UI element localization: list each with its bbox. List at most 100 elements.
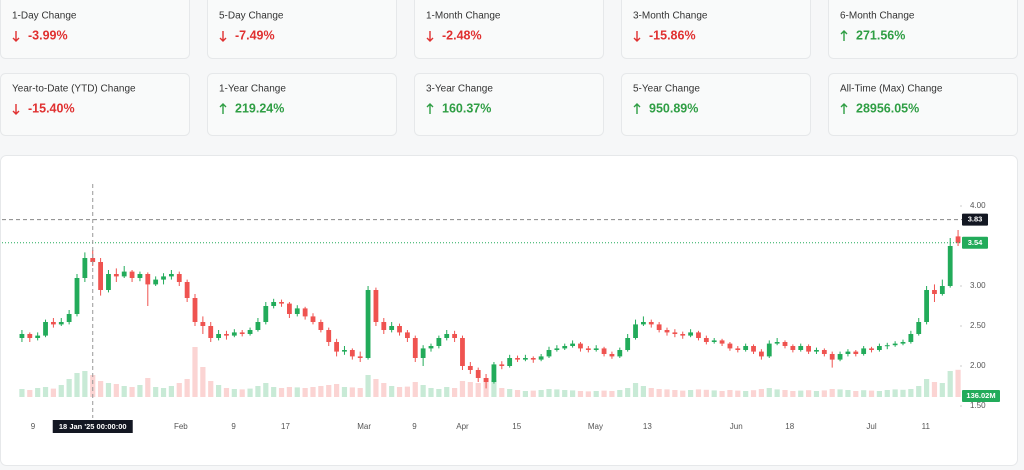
candle-body bbox=[255, 322, 261, 330]
volume-bar bbox=[223, 388, 230, 397]
candle-body bbox=[790, 346, 796, 350]
volume-bar bbox=[153, 387, 159, 397]
direction-arrow bbox=[12, 104, 20, 115]
candle-body bbox=[806, 346, 811, 352]
candle-body bbox=[515, 358, 520, 360]
volume-bar bbox=[255, 386, 261, 397]
volume-bar bbox=[577, 391, 584, 397]
candle-body bbox=[955, 236, 961, 243]
candle-body bbox=[318, 322, 324, 330]
candle-body bbox=[373, 290, 379, 322]
candle-body bbox=[184, 282, 190, 298]
volume-bar bbox=[632, 383, 639, 397]
candle-body bbox=[641, 322, 646, 325]
card-value: 950.89% bbox=[649, 101, 698, 115]
candle-body bbox=[609, 354, 615, 357]
card-value: -7.49% bbox=[235, 28, 275, 42]
card-label: All-Time (Max) Change bbox=[840, 84, 943, 95]
candle-body bbox=[672, 332, 678, 334]
card-value: 271.56% bbox=[856, 28, 905, 42]
volume-bar bbox=[436, 389, 442, 397]
volume-bar bbox=[98, 381, 104, 397]
volume-bar bbox=[357, 388, 363, 397]
card bbox=[0, 0, 190, 59]
candle-body bbox=[727, 343, 733, 349]
price-tag-label: 3.83 bbox=[968, 215, 983, 224]
candle-body bbox=[302, 308, 308, 317]
volume-tag-label: 136.02M bbox=[966, 391, 995, 400]
candle-body bbox=[279, 302, 284, 304]
volume-bar bbox=[404, 386, 410, 397]
volume-bar bbox=[27, 390, 33, 397]
volume-bar bbox=[680, 390, 686, 397]
volume-bar bbox=[845, 390, 851, 397]
volume-bar bbox=[216, 385, 222, 397]
direction-arrow bbox=[633, 103, 641, 114]
candle-body bbox=[58, 322, 64, 325]
x-tick-label: Jun bbox=[730, 422, 743, 431]
volume-bar bbox=[208, 381, 214, 397]
card-value: -2.48% bbox=[442, 28, 482, 42]
candle-body bbox=[507, 358, 513, 366]
volume-bar bbox=[617, 390, 623, 397]
candle-body bbox=[798, 346, 804, 350]
candle-body bbox=[869, 348, 874, 350]
volume-bar bbox=[310, 387, 316, 397]
volume-bar bbox=[601, 390, 607, 397]
volume-bar bbox=[82, 371, 88, 397]
card-value: 28956.05% bbox=[856, 101, 919, 115]
volume-bar bbox=[554, 389, 560, 397]
volume-bar bbox=[459, 381, 466, 397]
volume-bar bbox=[625, 388, 631, 397]
candle-body bbox=[688, 332, 693, 336]
card-label: 5-Day Change bbox=[219, 11, 284, 22]
volume-bar bbox=[695, 389, 702, 397]
direction-arrow bbox=[840, 103, 848, 114]
volume-bar bbox=[428, 388, 434, 397]
volume-bar bbox=[286, 387, 292, 397]
candle-body bbox=[43, 322, 48, 336]
direction-arrow bbox=[12, 31, 20, 42]
candle-body bbox=[932, 290, 937, 294]
candle-body bbox=[861, 348, 867, 354]
volume-bar bbox=[105, 383, 112, 397]
volume-bar bbox=[837, 389, 843, 397]
volume-bar bbox=[507, 389, 513, 397]
volume-bar bbox=[892, 389, 898, 397]
candle-body bbox=[475, 370, 481, 378]
volume-bar bbox=[609, 391, 615, 397]
candle-body bbox=[412, 338, 418, 358]
candle-body bbox=[381, 322, 387, 330]
volume-bar bbox=[239, 389, 245, 397]
volume-bar bbox=[334, 384, 340, 397]
card-label: 1-Year Change bbox=[219, 84, 286, 95]
candle-body bbox=[656, 324, 662, 330]
volume-bar bbox=[381, 383, 387, 397]
candle-body bbox=[444, 334, 450, 338]
candle-body bbox=[247, 330, 253, 334]
x-tick-label: Feb bbox=[174, 422, 188, 431]
crosshair-tag bbox=[52, 420, 133, 433]
candle-body bbox=[397, 326, 402, 333]
y-tick-label: 3.00 bbox=[970, 281, 986, 290]
volume-bar bbox=[412, 382, 418, 397]
volume-bar bbox=[326, 385, 332, 397]
card-label: 1-Month Change bbox=[426, 11, 501, 22]
candle-body bbox=[137, 274, 143, 278]
candle-body bbox=[570, 343, 575, 346]
x-tick-label: Mar bbox=[357, 422, 371, 431]
card-value: -15.40% bbox=[28, 101, 75, 115]
candle-body bbox=[664, 330, 670, 333]
candle-body bbox=[161, 276, 166, 280]
card bbox=[414, 73, 604, 136]
volume-bar bbox=[884, 390, 890, 397]
volume-bar bbox=[176, 383, 182, 397]
candle-body bbox=[231, 332, 237, 336]
volume-bar bbox=[113, 384, 119, 397]
y-tick-label: 2.50 bbox=[970, 321, 986, 330]
candle-body bbox=[853, 351, 859, 354]
card-value: 160.37% bbox=[442, 101, 491, 115]
candle-body bbox=[216, 334, 221, 338]
card-label: 3-Year Change bbox=[426, 84, 493, 95]
candle-body bbox=[129, 271, 135, 278]
